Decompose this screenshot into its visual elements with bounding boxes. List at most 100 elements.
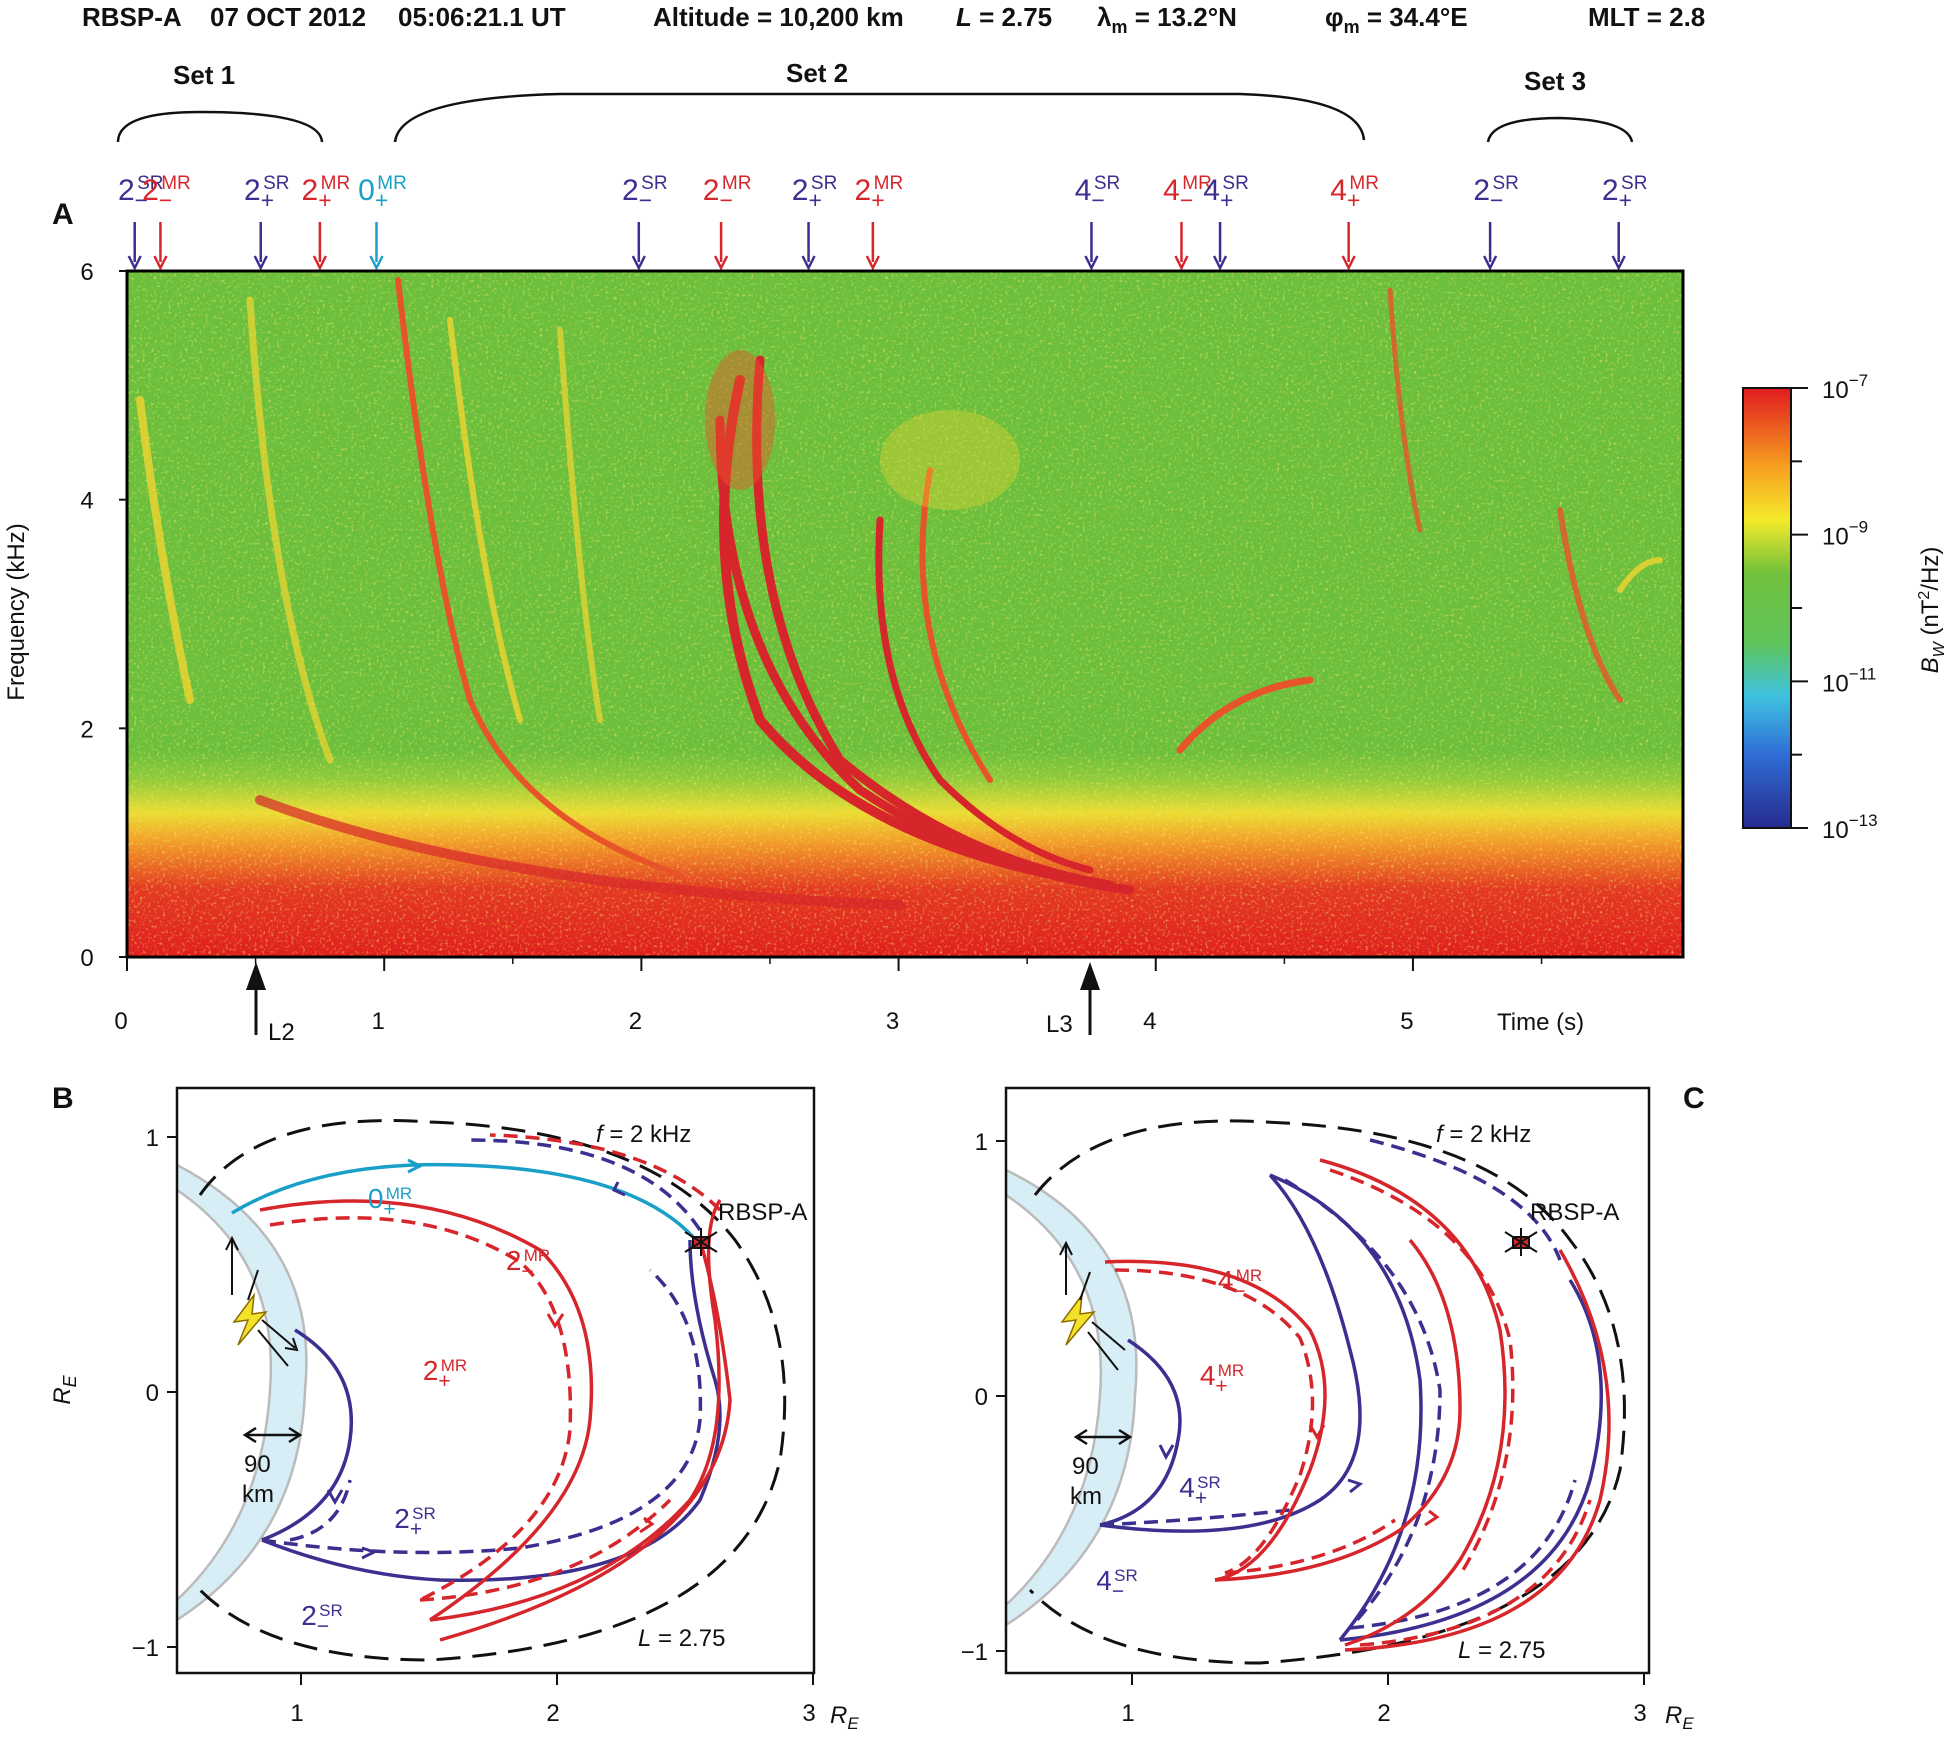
ytick-label: 4	[80, 488, 93, 515]
panel-a-xlabel: Time (s)	[1497, 1009, 1584, 1036]
x-unit-label: RE	[1665, 1702, 1694, 1733]
marker-arrowhead	[865, 255, 880, 271]
spectrogram	[127, 271, 1683, 957]
spacecraft-label-b: RBSP-A	[718, 1199, 807, 1226]
panel-c-frame	[1004, 1086, 1651, 1675]
panel-b-label: B	[52, 1082, 74, 1115]
marker-arrowhead	[801, 255, 816, 271]
ytick-label: 1	[146, 1125, 159, 1152]
marker-arrowhead	[1341, 255, 1356, 271]
xtick-label: 2	[546, 1700, 559, 1727]
spectrogram-noise	[127, 271, 1683, 957]
ytick-label: 0	[146, 1380, 159, 1407]
marker-0: 2−SR	[118, 173, 163, 271]
ray-label-c: 4+MR	[1200, 1360, 1244, 1398]
l-shell-label-c: L = 2.75	[1458, 1637, 1545, 1664]
marker-13: 2−SR	[1473, 173, 1519, 271]
panel-b-axes: 1 0 −1 1 2 3 RE	[132, 1125, 860, 1733]
marker-6: 2−MR	[703, 173, 752, 271]
marker-label: 2+MR	[302, 173, 351, 213]
ytick-label: 6	[80, 259, 93, 286]
marker-arrowhead	[1611, 255, 1626, 271]
spacecraft-name: RBSP-A	[82, 2, 182, 32]
marker-9: 4−SR	[1075, 173, 1121, 271]
colorbar-label: BW (nT2/Hz)	[1916, 547, 1948, 674]
ray-label-b: 2+SR	[394, 1503, 435, 1541]
whistler-traces	[136, 277, 1663, 910]
marker-10: 4−MR	[1163, 173, 1212, 271]
ytick-label: 1	[975, 1129, 988, 1156]
mlt: MLT = 2.8	[1588, 2, 1705, 32]
ytick-label: −1	[132, 1635, 159, 1662]
event-date: 07 OCT 2012	[210, 2, 366, 32]
marker-1: 2−MR	[142, 173, 191, 271]
ray-labels-b: 0+MR 2−MR 2+MR 2+SR 2−SR	[301, 1183, 550, 1638]
event-time: 05:06:21.1 UT	[398, 2, 566, 32]
marker-label: 2−MR	[703, 173, 752, 213]
xtick-label: 2	[629, 1008, 642, 1035]
marker-arrowhead	[312, 255, 328, 271]
marker-label: 4−SR	[1075, 173, 1121, 213]
colorbar-tick-label: 10−9	[1822, 518, 1868, 551]
spacecraft-icon-c	[1504, 1228, 1538, 1256]
xtick-label: 0	[114, 1008, 127, 1035]
marker-11: 4+SR	[1203, 173, 1249, 271]
marker-arrowhead	[153, 255, 168, 271]
header: RBSP-A 07 OCT 2012 05:06:21.1 UT Altitud…	[82, 2, 1705, 37]
ray-label-b: 2+MR	[423, 1355, 467, 1393]
panel-c-label: C	[1683, 1082, 1705, 1115]
altitude: Altitude = 10,200 km	[653, 2, 904, 32]
x-unit-label: RE	[830, 1702, 859, 1733]
marker-2: 2+SR	[244, 173, 290, 271]
xtick-label: 2	[1377, 1700, 1390, 1727]
marker-8: 2+MR	[855, 173, 903, 271]
marker-label: 2−MR	[142, 173, 191, 213]
xtick-label: 1	[290, 1700, 303, 1727]
set-1-label: Set 1	[173, 60, 235, 90]
colorbar: 10−7 10−9 10−11 10−13 BW (nT2/Hz)	[1742, 371, 1948, 844]
marker-label: 4+SR	[1203, 173, 1249, 213]
xtick-label: 4	[1143, 1008, 1156, 1035]
lightning-arrow-l2: L2	[246, 962, 295, 1046]
xtick-label: 3	[886, 1008, 899, 1035]
colorbar-tick-label: 10−13	[1822, 811, 1878, 844]
marker-4: 0+MR	[358, 173, 407, 271]
marker-label: 4−MR	[1163, 173, 1212, 213]
marker-arrowhead	[1174, 255, 1189, 271]
marker-12: 4+MR	[1330, 173, 1379, 271]
ray-label-b: 2−SR	[301, 1600, 342, 1638]
zero-mr-ray-b	[231, 1162, 702, 1247]
ytick-label: 0	[80, 945, 93, 972]
ionosphere-unit-c: km	[1070, 1483, 1102, 1510]
set-2-bracket	[393, 92, 1366, 143]
ionosphere-width-arrow-c	[1073, 1428, 1133, 1446]
panel-a-ylabel: Frequency (kHz)	[3, 523, 30, 700]
l-shell-line-c	[1028, 1119, 1626, 1665]
marker-label: 2+SR	[792, 173, 838, 213]
marker-arrowhead	[631, 255, 646, 271]
component-markers: 2−SR2−MR 2+SR 2+MR 0+MR 2−SR 2−MR 2+SR 2+MR 4−SR…	[118, 173, 1647, 271]
marker-arrowhead	[713, 255, 729, 271]
lightning-arrow-l3: L3	[1046, 962, 1100, 1038]
l-shell-label-b: L = 2.75	[638, 1625, 725, 1652]
sr-rays-c	[1099, 1138, 1603, 1642]
marker-arrowhead	[1084, 255, 1099, 271]
marker-label: 2+SR	[244, 173, 290, 213]
marker-label: 4+MR	[1330, 173, 1379, 213]
marker-label: 0+MR	[358, 173, 407, 213]
l2-label: L2	[268, 1019, 295, 1046]
ray-label-b: 2−MR	[506, 1245, 550, 1283]
l3-label: L3	[1046, 1011, 1073, 1038]
ytick-label: −1	[961, 1639, 988, 1666]
spacecraft-label-c: RBSP-A	[1530, 1199, 1619, 1226]
frequency-label-b: f = 2 kHz	[596, 1121, 691, 1148]
colorbar-tick-label: 10−7	[1822, 371, 1868, 404]
xtick-label: 1	[372, 1008, 385, 1035]
colorbar-ticks: 10−7 10−9 10−11 10−13	[1791, 371, 1878, 844]
panel-b-ylabel: RE	[49, 1374, 80, 1404]
ionosphere-unit-b: km	[242, 1481, 274, 1508]
panel-a-label: A	[52, 198, 74, 231]
colorbar-tick-label: 10−11	[1822, 664, 1876, 697]
sr-rays-b	[261, 1138, 722, 1583]
